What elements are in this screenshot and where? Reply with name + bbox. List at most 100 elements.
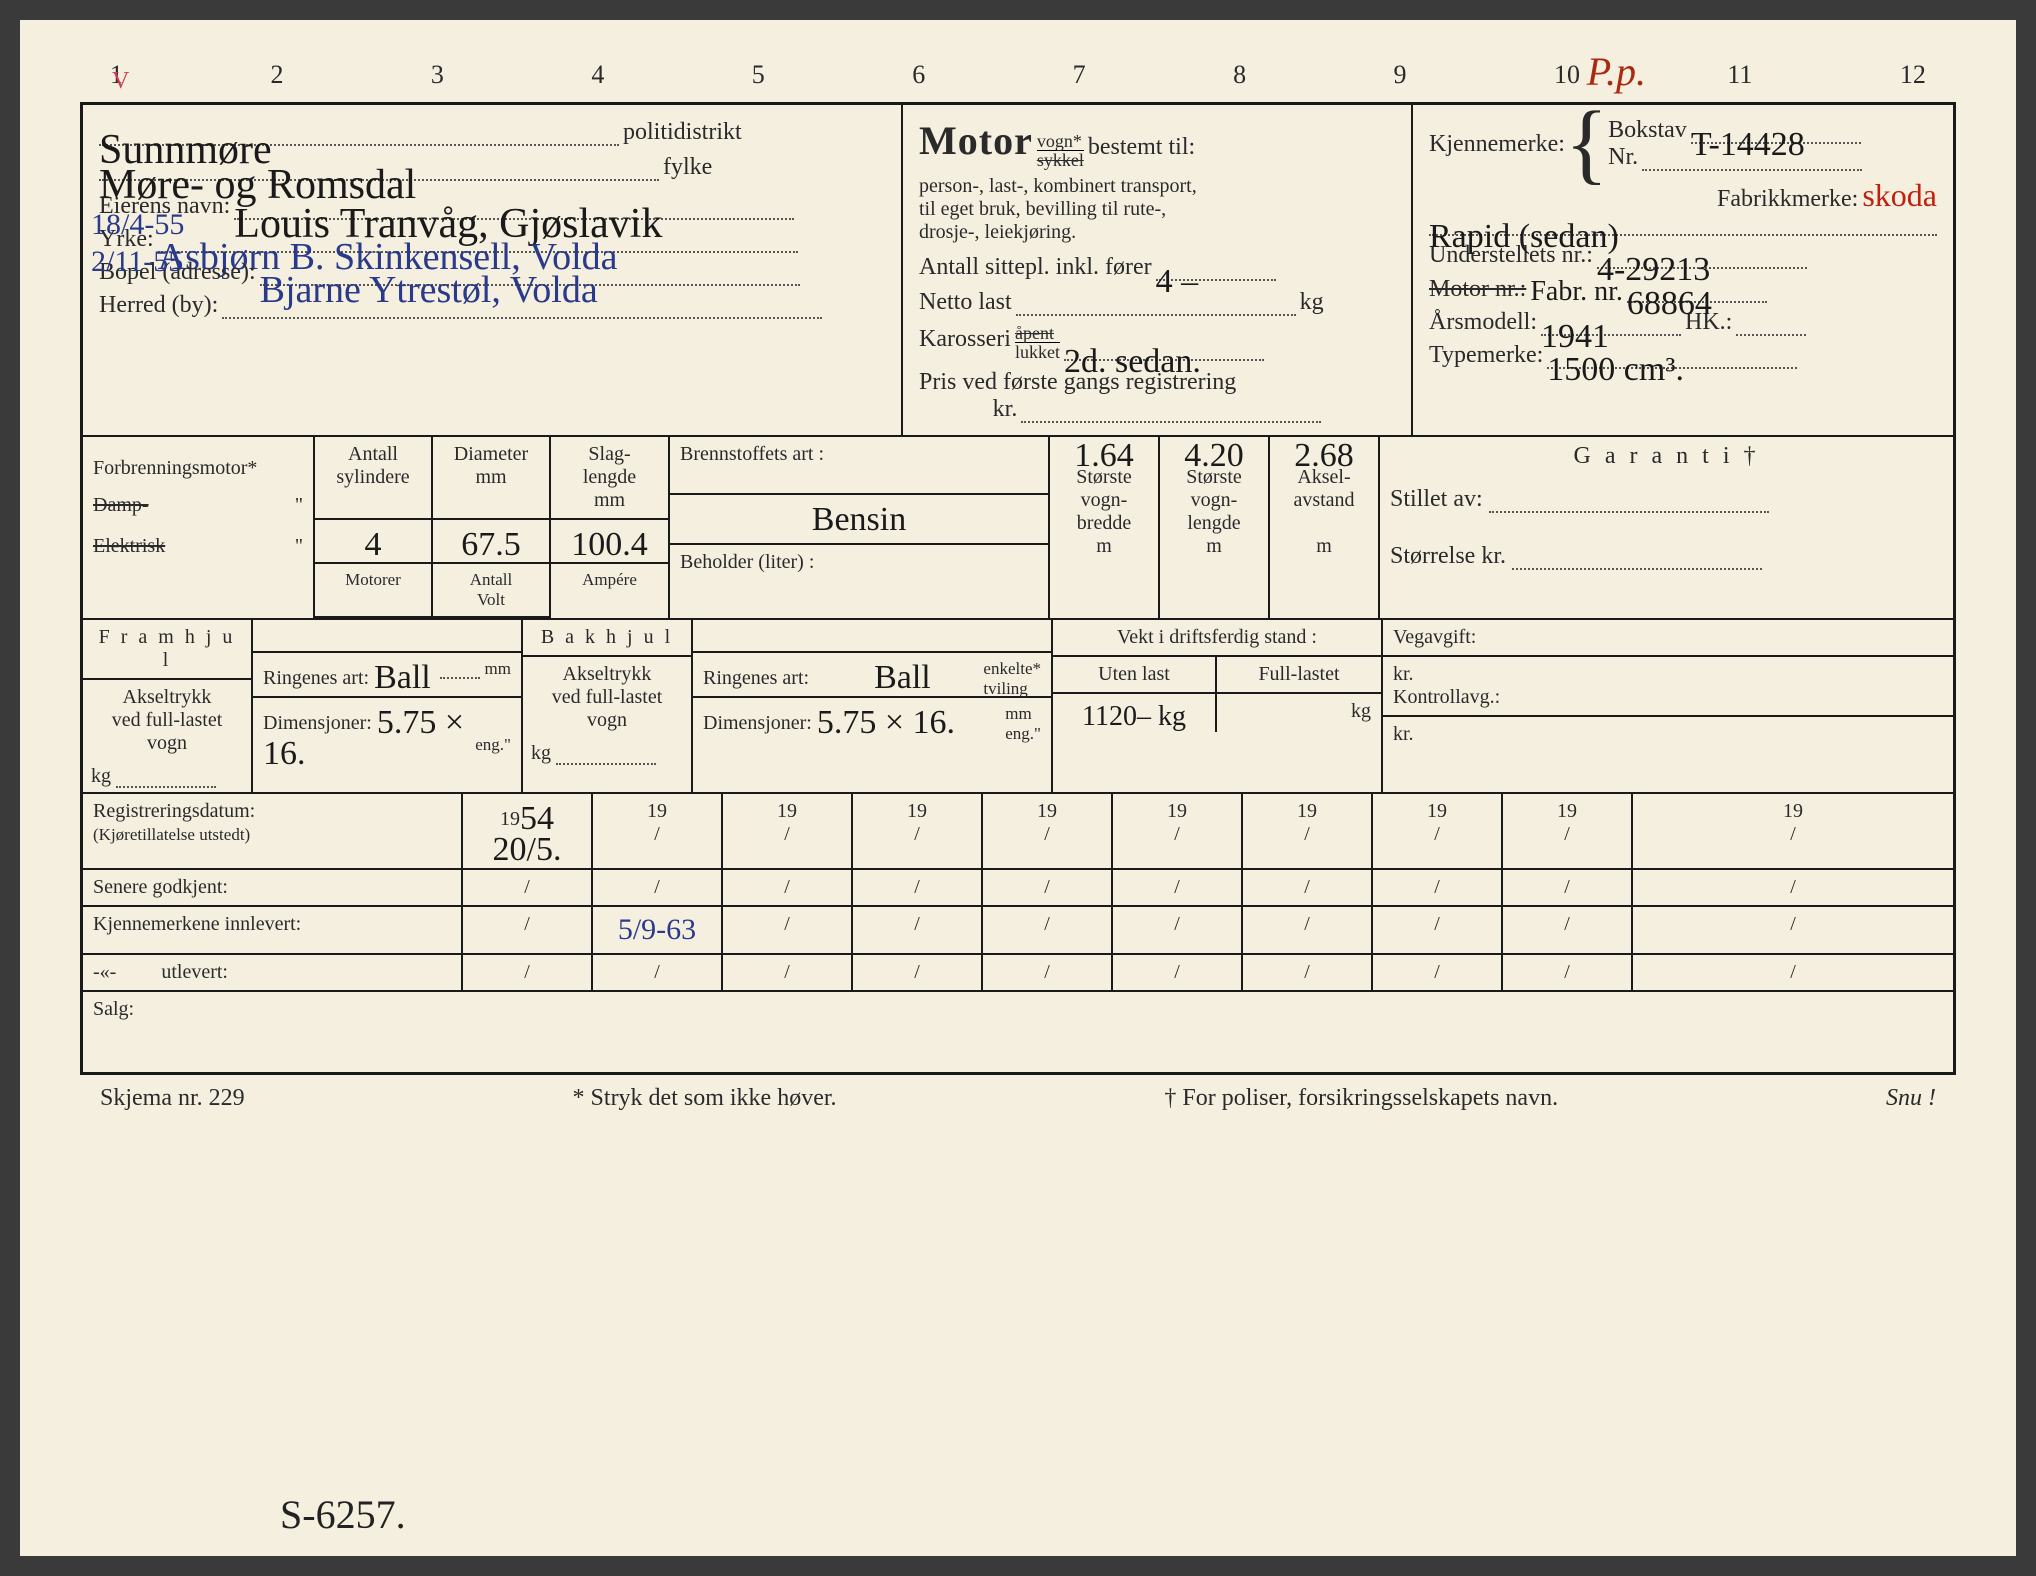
karosseri-label: Karosseri bbox=[919, 326, 1011, 352]
reg-sub: (Kjøretillatelse utstedt) bbox=[93, 825, 250, 844]
utlevert-label: utlevert: bbox=[161, 961, 228, 983]
fabrikk-label: Fabrikkmerke: bbox=[1717, 186, 1858, 212]
poliser-note: † For poliser, forsikringsselskapets nav… bbox=[1164, 1085, 1558, 1112]
vekt-title: Vekt i driftsferdig stand : bbox=[1053, 620, 1381, 657]
form-frame: Sunnmøre politidistrikt Møre- og Romsdal… bbox=[80, 102, 1956, 1075]
kr1: kr. bbox=[1393, 663, 1414, 685]
framhjul-title: F r a m h j u l bbox=[83, 620, 251, 680]
mm1: mm bbox=[485, 659, 511, 678]
vekt-col: Vekt i driftsferdig stand : Uten last Fu… bbox=[1053, 620, 1383, 794]
yp7: 19 bbox=[1297, 800, 1317, 822]
yp8: 19 bbox=[1427, 800, 1447, 822]
motor-line2: til eget bruk, bevilling til rute-, bbox=[919, 198, 1395, 221]
typemerke-value: 1500 cm³. bbox=[1547, 351, 1684, 388]
damp-label: Damp- bbox=[93, 494, 149, 516]
karosseri-value: 2d. sedan. bbox=[1064, 343, 1201, 380]
pp-mark: P.p. bbox=[1587, 48, 1646, 95]
footer: Skjema nr. 229 * Stryk det som ikke høve… bbox=[80, 1085, 1956, 1112]
ruler-tick: 2 bbox=[270, 60, 283, 90]
motor-types: Forbrenningsmotor* Damp- " Elektrisk " bbox=[83, 437, 315, 621]
sittepl-label: Antall sittepl. inkl. fører bbox=[919, 254, 1152, 280]
innlevert-label: Kjennemerkene innlevert: bbox=[83, 907, 463, 955]
netto-label: Netto last bbox=[919, 289, 1012, 315]
top-row: Sunnmøre politidistrikt Møre- og Romsdal… bbox=[83, 105, 1953, 437]
front-art: Ball bbox=[374, 659, 431, 696]
yp5: 19 bbox=[1037, 800, 1057, 822]
salg-label: Salg: bbox=[83, 992, 1953, 1072]
ruler-tick: 12 bbox=[1900, 60, 1926, 90]
motor-panel: Motor vogn* sykkel bestemt til: person-,… bbox=[903, 105, 1413, 437]
bredde-val: 1.64 bbox=[1050, 441, 1158, 615]
engine-specs: Antall sylindere Diameter mm Slag- lengd… bbox=[315, 437, 670, 621]
yp4: 19 bbox=[907, 800, 927, 822]
lengde-col: Største vogn- lengde m 4.20 bbox=[1160, 437, 1270, 621]
herred-label: Herred (by): bbox=[99, 292, 218, 318]
kjenne-panel: Kjennemerke: { Bokstav T-14428 Nr. Fabri… bbox=[1413, 105, 1953, 437]
eng2: eng." bbox=[1005, 724, 1041, 743]
bottom-hw-note: S-6257. bbox=[280, 1491, 406, 1538]
bakhjul-title: B a k h j u l bbox=[523, 620, 691, 657]
rear-dim: 5.75 × 16. bbox=[817, 704, 955, 741]
brennstoff-val: Bensin bbox=[812, 501, 906, 538]
q1: " bbox=[295, 494, 303, 517]
eng1: eng." bbox=[475, 735, 511, 755]
tviling: tviling bbox=[983, 679, 1027, 698]
reg-date: 20/5. bbox=[493, 831, 562, 868]
garanti-title: G a r a n t i † bbox=[1390, 443, 1943, 470]
rear-dim-label: Dimensjoner: bbox=[703, 712, 812, 734]
yp10: 19 bbox=[1783, 800, 1803, 822]
ampere-head: Ampére bbox=[551, 564, 668, 618]
kg2: kg bbox=[531, 742, 551, 764]
senere-label: Senere godkjent: bbox=[83, 870, 463, 907]
ruler-tick: 4 bbox=[591, 60, 604, 90]
stillet-label: Stillet av: bbox=[1390, 486, 1483, 512]
innlevert-date: 5/9-63 bbox=[618, 913, 696, 946]
aksel-val: 2.68 bbox=[1270, 441, 1378, 615]
garanti-col: G a r a n t i † Stillet av: Størrelse kr… bbox=[1380, 437, 1953, 621]
uten-label: Uten last bbox=[1053, 657, 1217, 694]
dates-grid: Registreringsdatum: (Kjøretillatelse uts… bbox=[83, 794, 1953, 1072]
forbr-label: Forbrenningsmotor* bbox=[93, 457, 303, 480]
politidistrikt-label: politidistrikt bbox=[623, 119, 742, 145]
rear-art: Ball bbox=[874, 659, 931, 696]
aksel-col: Aksel- avstand m 2.68 bbox=[1270, 437, 1380, 621]
bestemt-label: bestemt til: bbox=[1088, 134, 1195, 160]
front-aksel-label: Akseltrykk ved full-lastet vogn bbox=[83, 680, 251, 761]
v-mark: V bbox=[112, 68, 129, 95]
owner-panel: Sunnmøre politidistrikt Møre- og Romsdal… bbox=[83, 105, 903, 437]
yp6: 19 bbox=[1167, 800, 1187, 822]
yp1: 19 bbox=[500, 808, 520, 830]
antall-head: Antall bbox=[443, 570, 539, 590]
q2: " bbox=[295, 535, 303, 558]
fuel-col: Brennstoffets art : Bensin Beholder (lit… bbox=[670, 437, 1050, 621]
ruler: 1 2 3 4 5 6 7 8 9 10 11 12 bbox=[110, 60, 1926, 90]
slag-val: 100.4 bbox=[571, 526, 648, 563]
mm2: mm bbox=[1005, 704, 1031, 723]
ruler-tick: 9 bbox=[1394, 60, 1407, 90]
sittepl-value: 4 – bbox=[1156, 263, 1199, 300]
kr2: kr. bbox=[1383, 717, 1953, 752]
ruler-tick: 10 bbox=[1554, 60, 1580, 90]
motornr-prefix: Fabr. nr. bbox=[1530, 276, 1623, 307]
kr-label: kr. bbox=[993, 396, 1018, 422]
netto-unit: kg bbox=[1300, 289, 1324, 315]
ruler-tick: 8 bbox=[1233, 60, 1246, 90]
kaross-top: åpent bbox=[1015, 324, 1060, 343]
skjema-nr: Skjema nr. 229 bbox=[100, 1085, 245, 1112]
snu: Snu ! bbox=[1886, 1085, 1936, 1112]
motornr-value: 68864 bbox=[1627, 285, 1712, 322]
brennstoff-label: Brennstoffets art : bbox=[670, 437, 1048, 495]
slag-head: Slag- lengde mm bbox=[551, 437, 668, 520]
avgift-col: Vegavgift: kr.Kontrollavg.: kr. bbox=[1383, 620, 1953, 794]
kg1: kg bbox=[91, 765, 111, 787]
dia-val: 67.5 bbox=[461, 526, 521, 563]
arrow: -«- bbox=[93, 961, 116, 983]
bredde-col: Største vogn- bredde m 1.64 bbox=[1050, 437, 1160, 621]
front-aksel: F r a m h j u l Akseltrykk ved full-last… bbox=[83, 620, 253, 794]
syl-head: Antall sylindere bbox=[315, 437, 433, 520]
motor-line3: drosje-, leiekjøring. bbox=[919, 221, 1395, 244]
bokstav-label: Bokstav bbox=[1608, 117, 1687, 143]
yp2: 19 bbox=[647, 800, 667, 822]
kjenne-label: Kjennemerke: bbox=[1429, 131, 1565, 158]
ruler-tick: 3 bbox=[431, 60, 444, 90]
